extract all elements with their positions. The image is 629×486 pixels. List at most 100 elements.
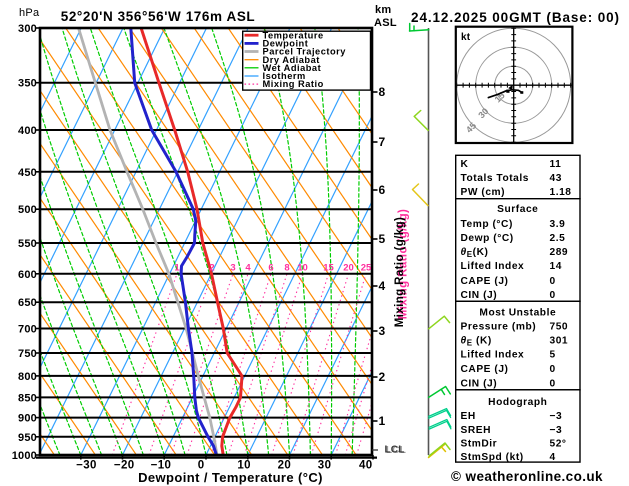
svg-text:0: 0 (550, 378, 556, 389)
svg-text:4: 4 (245, 263, 251, 274)
svg-text:θE(K): θE(K) (461, 247, 489, 259)
svg-text:30: 30 (476, 106, 490, 120)
svg-text:850: 850 (18, 392, 37, 404)
svg-text:900: 900 (18, 413, 37, 425)
svg-text:20: 20 (343, 263, 354, 274)
svg-text:Dry Adiabat: Dry Adiabat (263, 55, 320, 65)
svg-text:1.18: 1.18 (550, 187, 572, 198)
svg-text:10: 10 (297, 263, 308, 274)
svg-text:CIN (J): CIN (J) (461, 290, 498, 301)
svg-text:Pressure (mb): Pressure (mb) (461, 322, 537, 333)
svg-text:Temp (°C): Temp (°C) (461, 219, 513, 230)
svg-text:Totals Totals: Totals Totals (461, 173, 529, 184)
svg-text:301: 301 (550, 336, 569, 347)
svg-text:10: 10 (237, 460, 251, 472)
svg-text:600: 600 (18, 269, 37, 281)
svg-text:LCL: LCL (385, 445, 405, 456)
svg-text:−30: −30 (76, 460, 97, 472)
svg-text:hPa: hPa (19, 7, 40, 19)
svg-text:EH: EH (461, 411, 476, 422)
svg-text:Dewpoint: Dewpoint (263, 39, 309, 49)
svg-text:650: 650 (18, 297, 37, 309)
svg-text:Lifted Index: Lifted Index (461, 261, 525, 272)
svg-text:0: 0 (550, 364, 556, 375)
svg-text:52°20'N 356°56'W 176m ASL: 52°20'N 356°56'W 176m ASL (61, 9, 256, 24)
svg-text:24.12.2025 00GMT (Base: 00): 24.12.2025 00GMT (Base: 00) (411, 10, 620, 25)
svg-text:CAPE (J): CAPE (J) (461, 276, 509, 287)
svg-text:Surface: Surface (497, 204, 538, 215)
svg-text:5: 5 (550, 350, 556, 361)
svg-text:−10: −10 (151, 460, 172, 472)
svg-text:400: 400 (18, 125, 37, 137)
svg-text:43: 43 (550, 173, 562, 184)
svg-text:8: 8 (284, 263, 289, 274)
svg-text:45: 45 (464, 121, 478, 135)
svg-text:kt: kt (461, 32, 471, 43)
svg-text:2: 2 (379, 370, 386, 384)
svg-text:11: 11 (550, 159, 562, 170)
svg-text:40: 40 (359, 460, 373, 472)
svg-text:0: 0 (198, 460, 205, 472)
svg-text:CAPE (J): CAPE (J) (461, 364, 509, 375)
svg-text:0: 0 (550, 290, 556, 301)
svg-text:−20: −20 (114, 460, 135, 472)
svg-text:CIN (J): CIN (J) (461, 378, 498, 389)
svg-text:Isotherm: Isotherm (263, 71, 306, 81)
svg-text:450: 450 (18, 167, 37, 179)
svg-text:8: 8 (379, 85, 386, 99)
svg-text:750: 750 (550, 322, 569, 333)
svg-text:ASL: ASL (374, 17, 397, 29)
svg-text:4: 4 (379, 279, 386, 293)
svg-text:Mixing Ratio: Mixing Ratio (263, 79, 324, 89)
svg-text:LCL: LCL (386, 445, 406, 456)
svg-text:−3: −3 (550, 411, 563, 422)
svg-text:Dewpoint / Temperature (°C): Dewpoint / Temperature (°C) (138, 470, 323, 485)
svg-text:3.9: 3.9 (550, 219, 566, 230)
svg-text:SREH: SREH (461, 425, 492, 436)
svg-text:700: 700 (18, 324, 37, 336)
svg-text:6: 6 (379, 183, 386, 197)
svg-text:StmDir: StmDir (461, 439, 498, 450)
svg-text:950: 950 (18, 432, 37, 444)
svg-text:© weatheronline.co.uk: © weatheronline.co.uk (451, 469, 603, 484)
svg-text:PW (cm): PW (cm) (461, 187, 506, 198)
svg-text:Dewp (°C): Dewp (°C) (461, 233, 514, 244)
svg-text:800: 800 (18, 371, 37, 383)
svg-text:7: 7 (379, 135, 386, 149)
svg-text:0: 0 (550, 276, 556, 287)
svg-text:550: 550 (18, 238, 37, 250)
svg-text:350: 350 (18, 78, 37, 90)
svg-text:Mixing Ratio (g/kg): Mixing Ratio (g/kg) (394, 217, 406, 327)
svg-text:52°: 52° (550, 439, 567, 450)
svg-text:−3: −3 (550, 425, 563, 436)
svg-text:K: K (461, 159, 469, 170)
svg-text:14: 14 (550, 261, 562, 272)
svg-text:6: 6 (268, 263, 273, 274)
svg-text:1: 1 (379, 414, 386, 428)
svg-text:Temperature: Temperature (263, 30, 324, 40)
svg-text:2.5: 2.5 (550, 233, 566, 244)
svg-text:1: 1 (174, 263, 180, 274)
svg-text:15: 15 (323, 263, 334, 274)
svg-text:1000: 1000 (12, 450, 37, 462)
svg-text:25: 25 (361, 263, 372, 274)
svg-text:Most Unstable: Most Unstable (479, 307, 556, 318)
svg-text:30: 30 (318, 460, 332, 472)
svg-text:20: 20 (278, 460, 292, 472)
svg-text:Lifted Index: Lifted Index (461, 350, 525, 361)
svg-text:Mixing Ratio (g/kg): Mixing Ratio (g/kg) (398, 209, 410, 319)
svg-text:300: 300 (18, 23, 37, 35)
svg-text:5: 5 (379, 232, 386, 246)
svg-text:3: 3 (379, 324, 386, 338)
svg-text:289: 289 (550, 247, 569, 258)
svg-text:750: 750 (18, 348, 37, 360)
svg-text:km: km (375, 4, 392, 16)
svg-text:Hodograph: Hodograph (488, 397, 547, 408)
svg-text:StmSpd (kt): StmSpd (kt) (461, 452, 524, 463)
svg-text:3: 3 (230, 263, 235, 274)
svg-text:2: 2 (209, 263, 214, 274)
svg-text:θE (K): θE (K) (461, 336, 492, 348)
svg-text:Parcel Trajectory: Parcel Trajectory (263, 47, 347, 57)
svg-text:Wet Adiabat: Wet Adiabat (263, 63, 322, 73)
svg-text:500: 500 (18, 204, 37, 216)
